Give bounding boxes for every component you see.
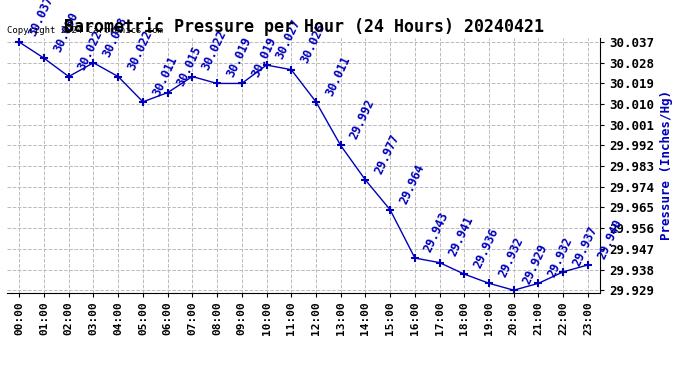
Text: 29.932: 29.932 [545,235,575,279]
Text: 29.943: 29.943 [422,210,452,254]
Y-axis label: Pressure (Inches/Hg): Pressure (Inches/Hg) [660,90,673,240]
Text: 29.932: 29.932 [496,235,526,279]
Text: 29.929: 29.929 [521,242,551,286]
Text: Copyright 2024 Cartronics.com: Copyright 2024 Cartronics.com [7,26,163,35]
Text: 30.011: 30.011 [323,54,353,98]
Text: 30.022: 30.022 [125,28,155,73]
Text: 30.025: 30.025 [298,21,328,66]
Text: 29.936: 29.936 [471,226,501,270]
Text: 30.011: 30.011 [150,54,179,98]
Text: 30.019: 30.019 [224,35,254,80]
Text: 30.028: 30.028 [100,15,130,59]
Text: 29.977: 29.977 [373,132,402,176]
Text: 29.937: 29.937 [570,224,600,268]
Text: 30.022: 30.022 [199,28,229,73]
Title: Barometric Pressure per Hour (24 Hours) 20240421: Barometric Pressure per Hour (24 Hours) … [63,17,544,36]
Text: 29.964: 29.964 [397,162,427,206]
Text: 30.019: 30.019 [248,35,279,80]
Text: 29.941: 29.941 [446,214,476,259]
Text: 30.027: 30.027 [273,17,304,61]
Text: 30.037: 30.037 [26,0,56,38]
Text: 29.992: 29.992 [348,97,377,141]
Text: 30.015: 30.015 [175,45,204,89]
Text: 29.940: 29.940 [595,217,624,261]
Text: 30.030: 30.030 [51,10,81,54]
Text: 30.022: 30.022 [76,28,106,73]
